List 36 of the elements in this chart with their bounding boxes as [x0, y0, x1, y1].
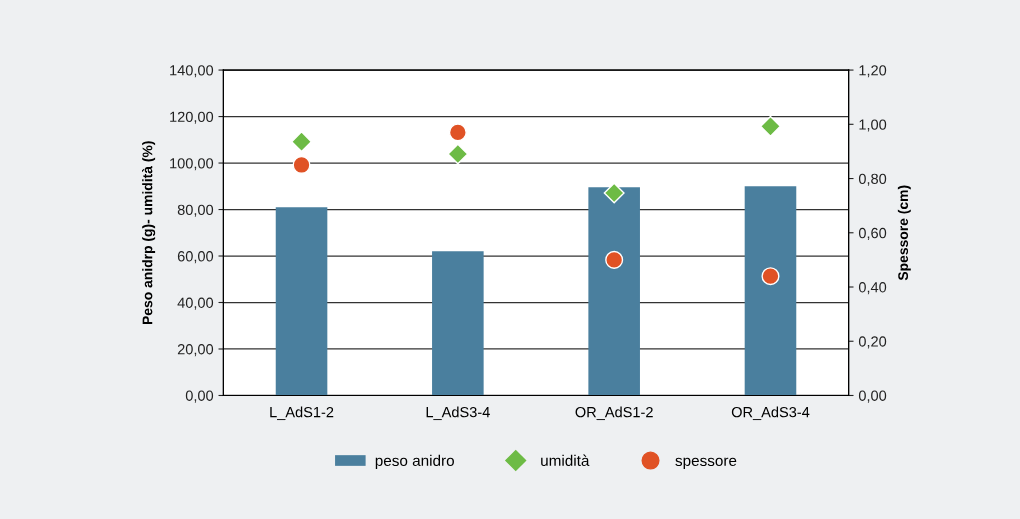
point [448, 123, 467, 142]
y-tick-label: 40,00 [177, 297, 214, 310]
bar [744, 186, 797, 396]
point [761, 267, 780, 286]
bar [588, 187, 640, 396]
y2-axis-title: Spessore (cm) [897, 185, 911, 281]
y2-tick-label: 0,40 [858, 282, 887, 295]
point [759, 115, 781, 137]
y2-tick-label: 0,60 [858, 227, 887, 240]
y2-tick-label: 0,80 [858, 173, 887, 186]
y2-tick-label: 0,00 [858, 390, 887, 403]
y-tick-label: 140,00 [170, 65, 214, 78]
x-tick-label: OR_AdS1-2 [575, 406, 653, 421]
y-axis-title: Peso anidrp (g)- umidità (%) [142, 141, 156, 325]
point [605, 250, 624, 269]
x-tick-label: L_AdS3-4 [426, 406, 490, 421]
point [291, 131, 313, 153]
y-tick-label: 60,00 [177, 251, 214, 264]
x-tick-label: OR_AdS3-4 [731, 406, 810, 421]
y2-tick-label: 0,20 [858, 336, 887, 349]
y-tick-label: 100,00 [170, 158, 214, 171]
point [292, 155, 311, 175]
y2-tick-label: 1,20 [859, 65, 887, 78]
point [447, 143, 469, 165]
legend-label: spessore [675, 457, 737, 470]
bar [432, 251, 484, 396]
legend-label: peso anidro [375, 454, 454, 470]
y-tick-label: 120,00 [170, 111, 214, 124]
y2-tick-label: 1,00 [859, 119, 887, 132]
bar [275, 207, 328, 396]
x-tick-label: L_AdS1-2 [270, 406, 334, 421]
legend-label: umidità [541, 454, 590, 467]
y-tick-label: 0,00 [185, 390, 214, 403]
y-tick-label: 80,00 [177, 204, 214, 217]
point [603, 182, 625, 204]
y-tick-label: 20,00 [177, 344, 214, 357]
